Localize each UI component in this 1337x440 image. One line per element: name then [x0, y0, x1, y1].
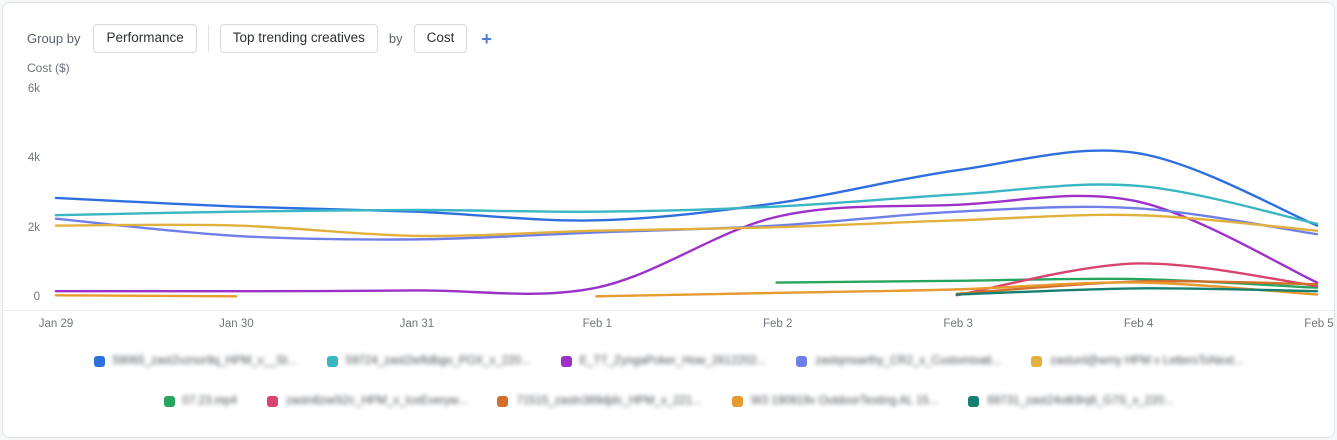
add-metric-icon[interactable]: +	[481, 28, 492, 49]
metric-group-button[interactable]: Top trending creatives	[219, 24, 378, 53]
legend-item-3[interactable]: zastqmsarthy_CR2_x_Customisati...	[796, 355, 1001, 367]
x-tick-label-0: Jan 29	[38, 318, 74, 330]
y-axis-title: Cost ($)	[27, 61, 70, 75]
x-tick-label-2: Jan 31	[399, 318, 435, 330]
legend-label: zastn8zw0i2c_HPM_x_IceEveryw...	[285, 395, 468, 407]
x-tick-label-6: Feb 4	[1123, 318, 1154, 330]
series-line-8	[54, 294, 238, 298]
legend-label: zastunl@wmy HPM v LettersToNext...	[1050, 355, 1244, 367]
legend-swatch-icon	[93, 355, 105, 367]
legend-item-2[interactable]: E_TT_ZyngaPoker_How_2612202...	[560, 355, 767, 367]
legend-item-4[interactable]: zastunl@wmy HPM v LettersToNext...	[1031, 355, 1243, 367]
x-tick-label-4: Feb 2	[763, 318, 793, 330]
series-line-8-seg1	[595, 281, 1319, 298]
legend-label: E_TT_ZyngaPoker_How_2612202...	[579, 355, 767, 367]
series-line-4	[54, 213, 1319, 238]
by-label: by	[388, 31, 403, 46]
legend-swatch-icon	[163, 395, 175, 407]
legend-item-6[interactable]: zastn8zw0i2c_HPM_x_IceEveryw...	[266, 395, 468, 407]
series-line-9	[955, 287, 1319, 296]
legend-item-8[interactable]: W3 190919v OutdoorTexting AL 15...	[731, 395, 939, 407]
chart-area: Cost ($) 6k 4k 2k 0	[3, 59, 1334, 311]
legend-row-0: 59065_zast2vznor9q_HPM_v__St... 59724_zas…	[3, 349, 1334, 373]
legend-item-1[interactable]: 59724_zast2ieftdbgo_POX_x_220...	[326, 355, 531, 367]
legend-label: zastqmsarthy_CR2_x_Customisati...	[815, 355, 1002, 367]
x-tick-label-7: Feb 5	[1304, 318, 1334, 330]
legend-swatch-icon	[968, 395, 980, 407]
legend-swatch-icon	[731, 395, 743, 407]
line-chart	[54, 149, 1319, 298]
y-tick-label-3: 0	[33, 291, 40, 303]
y-tick-label-2: 2k	[27, 221, 40, 234]
legend-label: 59724_zast2ieftdbgo_POX_x_220...	[345, 355, 531, 367]
toolbar-divider	[207, 25, 209, 52]
chart-toolbar: Group by Performance Top trending creati…	[3, 3, 1334, 53]
group-by-label: Group by	[27, 31, 81, 46]
legend-swatch-icon	[560, 355, 572, 367]
legend-swatch-icon	[266, 395, 278, 407]
y-tick-label-0: 6k	[27, 82, 40, 95]
legend-swatch-icon	[796, 355, 808, 367]
legend-item-7[interactable]: 71515_zastn389djdc_HPM_x_221...	[497, 395, 702, 407]
y-tick-label-1: 4k	[27, 152, 40, 165]
chart-legend: 59065_zast2vznor9q_HPM_v__St... 59724_zas…	[3, 349, 1334, 413]
legend-label: 07.23.mp4	[182, 395, 237, 407]
legend-label: W3 190919v OutdoorTexting AL 15...	[750, 395, 939, 407]
series-line-0	[54, 149, 1319, 227]
legend-item-5[interactable]: 07.23.mp4	[163, 395, 237, 407]
legend-swatch-icon	[497, 395, 509, 407]
legend-swatch-icon	[1031, 355, 1043, 367]
x-axis-ticks: Jan 29 Jan 30 Jan 31 Feb 1 Feb 2 Feb 3 Feb 4 Fe…	[3, 311, 1334, 339]
x-tick-label-5: Feb 3	[943, 318, 973, 330]
metric-value-button[interactable]: Cost	[413, 24, 468, 53]
legend-item-0[interactable]: 59065_zast2vznor9q_HPM_v__St...	[93, 355, 297, 367]
legend-swatch-icon	[326, 355, 338, 367]
series-line-6	[955, 262, 1319, 297]
x-tick-label-1: Jan 30	[219, 318, 254, 330]
x-tick-label-3: Feb 1	[582, 318, 612, 330]
legend-item-9[interactable]: 69731_zast24otk9nj6_G7S_x_220...	[968, 395, 1173, 407]
series-line-2	[54, 194, 1319, 295]
legend-row-1: 07.23.mp4 zastn8zw0i2c_HPM_x_IceEveryw...…	[3, 389, 1334, 413]
series-line-1	[54, 183, 1319, 226]
legend-label: 59065_zast2vznor9q_HPM_v__St...	[112, 355, 297, 367]
legend-label: 69731_zast24otk9nj6_G7S_x_220...	[987, 395, 1174, 407]
group-by-value-button[interactable]: Performance	[93, 24, 197, 53]
legend-label: 71515_zastn389djdc_HPM_x_221...	[516, 395, 702, 407]
